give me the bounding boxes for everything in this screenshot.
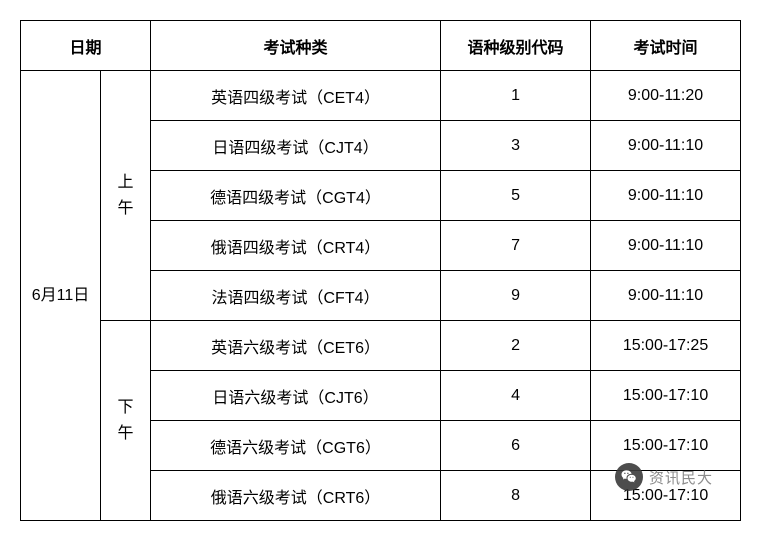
exam-code: 2: [441, 321, 591, 371]
exam-code: 9: [441, 271, 591, 321]
watermark-text: 资讯民大: [649, 467, 713, 488]
exam-time: 9:00-11:20: [591, 71, 741, 121]
exam-code: 7: [441, 221, 591, 271]
exam-time: 9:00-11:10: [591, 221, 741, 271]
exam-type: 日语六级考试（CJT6）: [151, 371, 441, 421]
header-row: 日期 考试种类 语种级别代码 考试时间: [21, 21, 741, 71]
exam-type: 俄语六级考试（CRT6）: [151, 471, 441, 521]
exam-type: 德语四级考试（CGT4）: [151, 171, 441, 221]
exam-code: 5: [441, 171, 591, 221]
header-code: 语种级别代码: [441, 21, 591, 71]
exam-time: 9:00-11:10: [591, 271, 741, 321]
header-date: 日期: [21, 21, 151, 71]
date-cell: 6月11日: [21, 71, 101, 521]
wechat-icon: [615, 463, 643, 491]
session-afternoon: 下 午: [101, 321, 151, 521]
header-time: 考试时间: [591, 21, 741, 71]
exam-code: 3: [441, 121, 591, 171]
exam-code: 8: [441, 471, 591, 521]
exam-type: 日语四级考试（CJT4）: [151, 121, 441, 171]
watermark: 资讯民大: [615, 463, 713, 491]
exam-time: 9:00-11:10: [591, 171, 741, 221]
exam-type: 德语六级考试（CGT6）: [151, 421, 441, 471]
exam-time: 15:00-17:10: [591, 371, 741, 421]
table-row: 6月11日 上 午 英语四级考试（CET4） 1 9:00-11:20: [21, 71, 741, 121]
exam-type: 英语四级考试（CET4）: [151, 71, 441, 121]
exam-code: 4: [441, 371, 591, 421]
header-type: 考试种类: [151, 21, 441, 71]
session-morning: 上 午: [101, 71, 151, 321]
exam-type: 法语四级考试（CFT4）: [151, 271, 441, 321]
exam-time: 15:00-17:25: [591, 321, 741, 371]
exam-code: 6: [441, 421, 591, 471]
exam-type: 英语六级考试（CET6）: [151, 321, 441, 371]
exam-time: 9:00-11:10: [591, 121, 741, 171]
table-row: 下 午 英语六级考试（CET6） 2 15:00-17:25: [21, 321, 741, 371]
schedule-table: 日期 考试种类 语种级别代码 考试时间 6月11日 上 午 英语四级考试（CET…: [20, 20, 741, 521]
exam-type: 俄语四级考试（CRT4）: [151, 221, 441, 271]
schedule-table-wrap: 日期 考试种类 语种级别代码 考试时间 6月11日 上 午 英语四级考试（CET…: [20, 20, 741, 521]
exam-code: 1: [441, 71, 591, 121]
